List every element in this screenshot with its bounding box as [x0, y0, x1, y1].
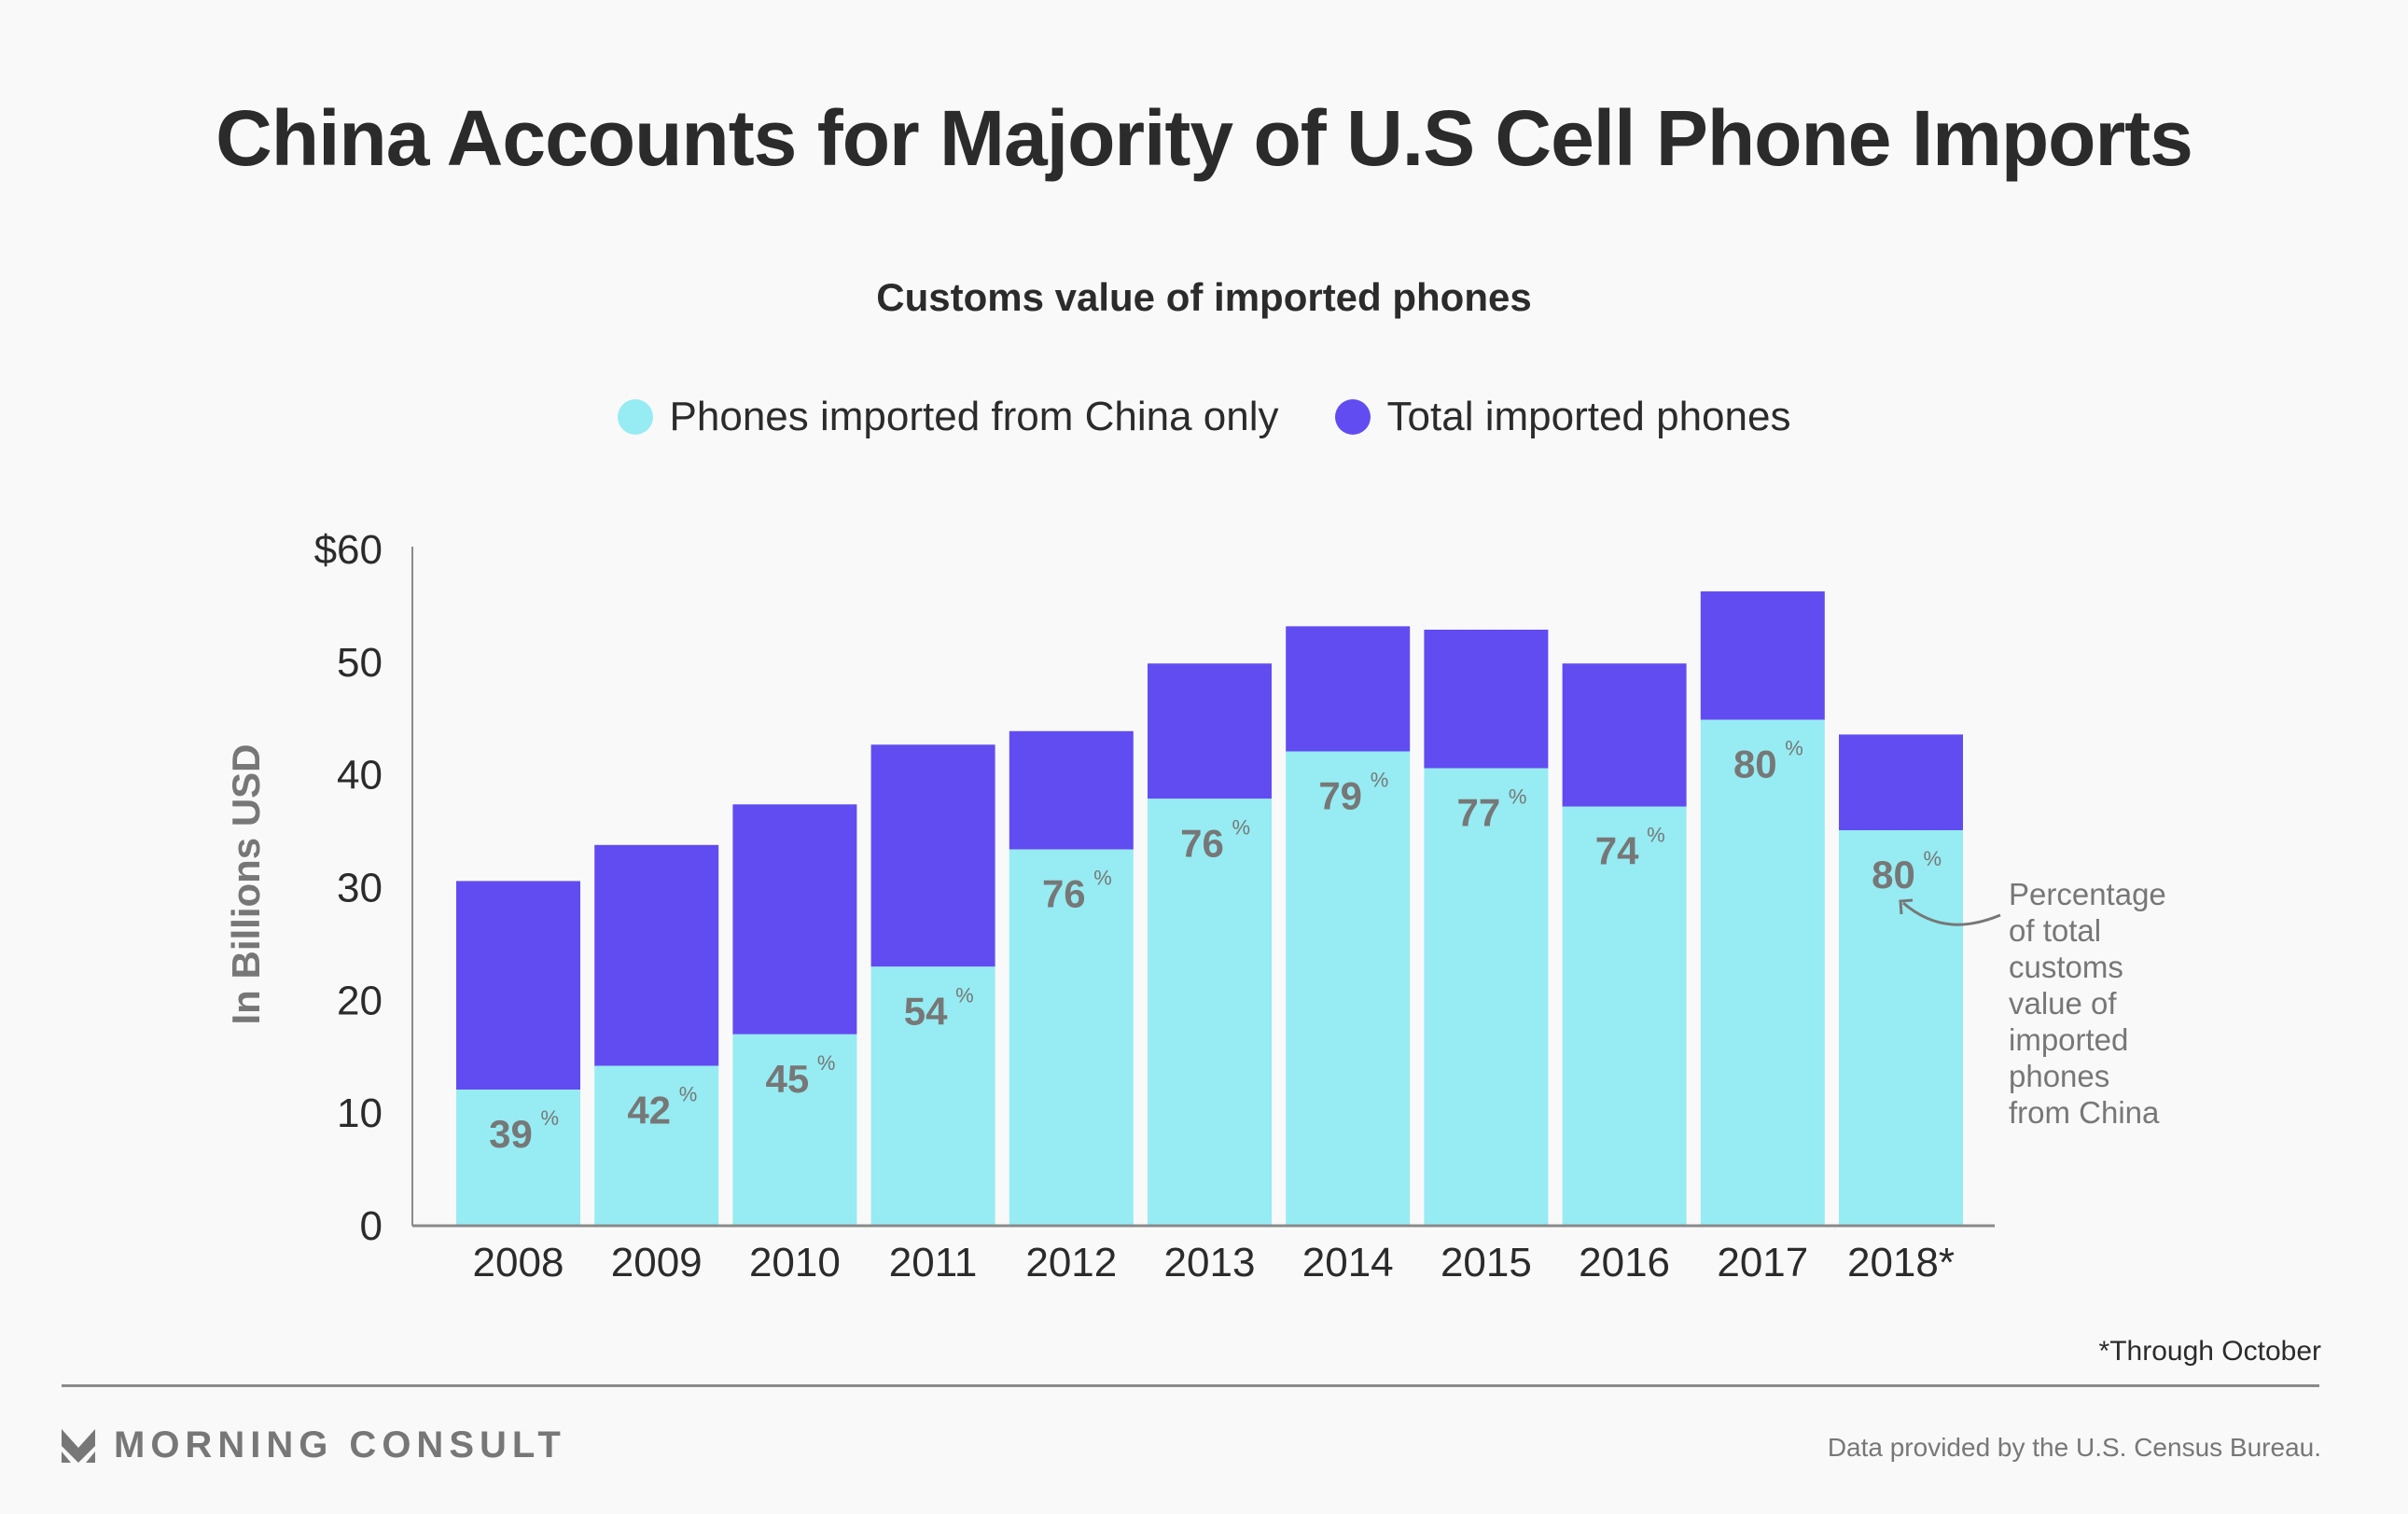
data-label-suffix: % — [817, 1051, 836, 1075]
legend-item-china: Phones imported from China only — [617, 394, 1279, 440]
data-label-suffix: % — [955, 983, 974, 1007]
data-label-suffix: % — [1232, 815, 1251, 839]
annotation-line: phones — [2009, 1059, 2109, 1093]
x-tick-label: 2018* — [1847, 1240, 1955, 1285]
bar-china-2015 — [1424, 768, 1549, 1225]
y-axis-label: In Billions USD — [224, 743, 268, 1024]
data-label: 42 — [627, 1089, 671, 1132]
bar-total-2013 — [1148, 663, 1272, 799]
x-tick-label: 2012 — [1025, 1240, 1117, 1285]
brand-logo: MORNING CONSULT — [62, 1424, 566, 1466]
data-label: 54 — [904, 989, 948, 1033]
bars-group — [456, 590, 1963, 1225]
data-label: 76 — [1180, 821, 1224, 865]
data-label-suffix: % — [679, 1083, 698, 1106]
annotation-line: from China — [2009, 1095, 2160, 1130]
data-label: 76 — [1042, 872, 1086, 916]
bar-china-2012 — [1009, 849, 1134, 1225]
y-tick-label: 50 — [337, 640, 383, 686]
legend-label-total: Total imported phones — [1386, 394, 1791, 439]
bar-china-2016 — [1562, 806, 1687, 1225]
data-label-suffix: % — [1509, 785, 1527, 809]
data-label: 77 — [1457, 791, 1501, 835]
bar-total-2009 — [594, 844, 719, 1066]
bar-total-2014 — [1286, 626, 1411, 752]
y-tick-label: 20 — [337, 978, 383, 1023]
data-label: 45 — [766, 1057, 810, 1101]
data-label-suffix: % — [541, 1106, 560, 1130]
y-tick-labels: 0 10 20 30 40 50 $60 — [314, 527, 383, 1249]
legend-item-total: Total imported phones — [1334, 394, 1791, 440]
legend-swatch-china — [617, 399, 653, 435]
annotation-line: of total — [2009, 913, 2101, 948]
y-tick-label: 10 — [337, 1090, 383, 1136]
bar-total-2018* — [1839, 734, 1963, 831]
x-tick-label: 2015 — [1441, 1240, 1532, 1285]
x-tick-label: 2010 — [749, 1240, 841, 1285]
data-label-suffix: % — [1093, 867, 1112, 890]
bar-china-2013 — [1148, 799, 1272, 1225]
x-tick-label: 2017 — [1717, 1240, 1808, 1285]
x-tick-label: 2011 — [889, 1240, 978, 1285]
chart-title: China Accounts for Majority of U.S Cell … — [216, 94, 2193, 182]
bar-total-2015 — [1424, 630, 1549, 769]
data-label: 80 — [1733, 743, 1777, 786]
bar-china-2008 — [456, 1090, 580, 1225]
bar-china-2014 — [1286, 751, 1411, 1225]
bar-china-2010 — [732, 1034, 857, 1225]
annotation-line: value of — [2009, 986, 2117, 1021]
data-label: 39 — [489, 1112, 533, 1156]
footnote: *Through October — [2098, 1336, 2321, 1367]
annotation-line: customs — [2009, 950, 2123, 984]
footer-divider — [62, 1384, 2319, 1387]
annotation-line: Percentage — [2009, 877, 2166, 911]
bar-total-2011 — [870, 744, 995, 967]
bar-total-2016 — [1562, 663, 1687, 807]
x-tick-label: 2014 — [1302, 1240, 1394, 1285]
bar-china-2011 — [870, 966, 995, 1225]
brand-name: MORNING CONSULT — [114, 1424, 566, 1465]
x-tick-label: 2013 — [1164, 1240, 1256, 1285]
data-label-suffix: % — [1924, 847, 1942, 870]
bar-china-2017 — [1700, 719, 1825, 1225]
data-label: 74 — [1595, 829, 1639, 873]
data-source: Data provided by the U.S. Census Bureau. — [1827, 1433, 2321, 1462]
data-label: 79 — [1318, 774, 1362, 818]
bar-china-2009 — [594, 1065, 719, 1225]
legend-swatch-total — [1334, 399, 1371, 435]
data-label: 80 — [1872, 853, 1915, 896]
legend: Phones imported from China only Total im… — [0, 394, 2408, 440]
bar-total-2012 — [1009, 730, 1134, 850]
bar-total-2010 — [732, 804, 857, 1035]
data-label-suffix: % — [1785, 737, 1803, 760]
chart-subtitle: Customs value of imported phones — [876, 275, 1532, 319]
bar-total-2008 — [456, 881, 580, 1090]
annotation-arrowhead — [1899, 898, 1914, 915]
x-tick-labels: 2008 2009 2010 2011 2012 2013 2014 2015 2016 2017… — [473, 1240, 1955, 1285]
data-label-suffix: % — [1371, 769, 1389, 792]
annotation-line: imported — [2009, 1022, 2128, 1057]
bar-total-2017 — [1700, 590, 1825, 720]
x-tick-label: 2008 — [473, 1240, 564, 1285]
y-tick-label: $60 — [314, 527, 383, 573]
x-tick-label: 2009 — [611, 1240, 703, 1285]
x-tick-label: 2016 — [1579, 1240, 1670, 1285]
morning-consult-logo-icon — [62, 1428, 95, 1463]
y-tick-label: 30 — [337, 866, 383, 911]
bar-china-2018* — [1839, 830, 1963, 1225]
y-tick-label: 40 — [337, 753, 383, 799]
annotation-arrow — [1902, 901, 2001, 926]
data-label-suffix: % — [1647, 824, 1665, 847]
data-labels: 39% 42% 45 % 54 % 76 % 76 % 79 % 77 % 74 % 80 % 80% — [489, 737, 1942, 1156]
legend-label-china: Phones imported from China only — [669, 394, 1279, 439]
y-tick-label: 0 — [360, 1203, 383, 1249]
